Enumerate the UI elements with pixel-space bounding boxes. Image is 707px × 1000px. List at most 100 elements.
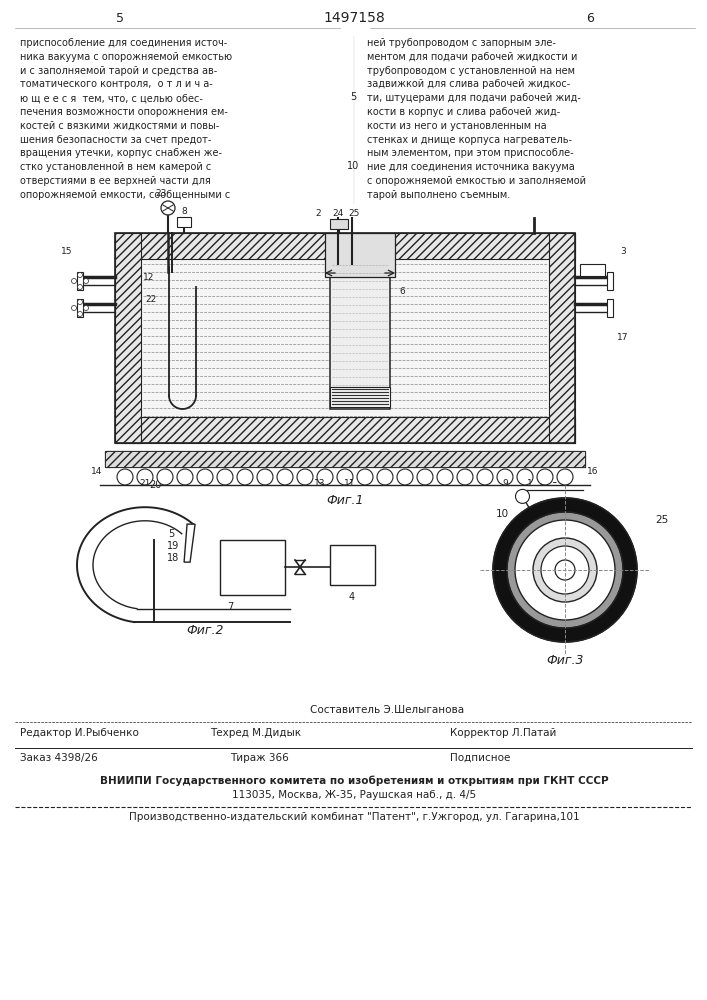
Circle shape [78,272,83,277]
Bar [330,387,390,407]
Text: 6: 6 [586,11,594,24]
Text: Тираж 366: Тираж 366 [230,753,288,763]
Text: 16: 16 [588,466,599,476]
Text: 25: 25 [349,209,360,218]
Text: ↓: ↓ [385,275,391,281]
Circle shape [477,469,493,485]
Circle shape [437,469,453,485]
Text: ней трубопроводом с запорным эле-: ней трубопроводом с запорным эле- [367,38,556,48]
Circle shape [337,469,353,485]
Text: вращения утечки, корпус снабжен же-: вращения утечки, корпус снабжен же- [20,148,222,158]
Text: 10: 10 [347,161,359,171]
Circle shape [515,520,615,620]
Text: 5: 5 [116,11,124,24]
Text: 17: 17 [617,334,629,342]
Circle shape [417,469,433,485]
Text: ю щ е е с я  тем, что, с целью обес-: ю щ е е с я тем, что, с целью обес- [20,93,203,103]
Bar [115,233,575,443]
Text: 24: 24 [332,209,344,218]
Bar [607,272,613,290]
Text: 15: 15 [62,246,73,255]
Text: 8: 8 [181,207,187,216]
Bar [115,233,575,259]
Text: 6: 6 [399,286,405,296]
Bar [105,451,585,467]
Text: Фиг.1: Фиг.1 [326,494,363,508]
Text: Редактор И.Рыбченко: Редактор И.Рыбченко [20,728,139,738]
Text: шения безопасности за счет предот-: шения безопасности за счет предот- [20,135,211,145]
Circle shape [177,469,193,485]
Circle shape [557,469,573,485]
Text: 19: 19 [167,541,179,551]
Text: 20: 20 [148,480,161,490]
Bar [330,545,375,585]
Text: и с заполняемой тарой и средства ав-: и с заполняемой тарой и средства ав- [20,66,217,76]
Text: кости из него и установленным на: кости из него и установленным на [367,121,547,131]
Circle shape [83,306,88,310]
Circle shape [117,469,133,485]
Text: кости в корпус и слива рабочей жид-: кости в корпус и слива рабочей жид- [367,107,560,117]
Circle shape [517,469,533,485]
Text: А: А [385,256,391,265]
Text: печения возможности опорожнения ем-: печения возможности опорожнения ем- [20,107,228,117]
Circle shape [157,469,173,485]
Circle shape [197,469,213,485]
Bar [549,233,575,443]
Text: 7: 7 [227,602,233,612]
Text: 5: 5 [168,529,174,539]
Text: Фиг.3: Фиг.3 [547,654,584,666]
Circle shape [237,469,253,485]
Text: 5: 5 [350,92,356,102]
Text: ти, штуцерами для подачи рабочей жид-: ти, штуцерами для подачи рабочей жид- [367,93,581,103]
Text: 9: 9 [502,479,508,488]
Bar [330,219,348,229]
Wedge shape [497,590,545,638]
Bar [177,217,191,227]
Text: трубопроводом с установленной на нем: трубопроводом с установленной на нем [367,66,575,76]
Polygon shape [184,524,195,562]
Text: Производственно-издательский комбинат "Патент", г.Ужгород, ул. Гагарина,101: Производственно-издательский комбинат "П… [129,812,579,822]
Text: стко установленной в нем камерой с: стко установленной в нем камерой с [20,162,211,172]
Text: тарой выполнено съемным.: тарой выполнено съемным. [367,190,510,200]
Bar [607,299,613,317]
Text: 25: 25 [655,515,668,525]
Text: 1497158: 1497158 [323,11,385,25]
Circle shape [555,560,575,580]
Bar [115,233,141,443]
Bar [580,264,605,276]
Text: 10: 10 [496,509,509,519]
Text: ным элементом, при этом приспособле-: ным элементом, при этом приспособле- [367,148,573,158]
Bar [105,451,585,467]
Text: опорожняемой емкости, сообщенными с: опорожняемой емкости, сообщенными с [20,190,230,200]
Circle shape [457,469,473,485]
Text: стенках и днище корпуса нагреватель-: стенках и днище корпуса нагреватель- [367,135,572,145]
Text: ментом для подачи рабочей жидкости и: ментом для подачи рабочей жидкости и [367,52,578,62]
Text: Фиг.2: Фиг.2 [186,624,223,637]
Circle shape [533,538,597,602]
Text: 3: 3 [620,246,626,255]
Bar [115,417,575,443]
Text: ↓: ↓ [329,275,335,281]
Text: отверстиями в ее верхней части для: отверстиями в ее верхней части для [20,176,211,186]
Circle shape [515,489,530,503]
Bar [77,299,83,317]
Wedge shape [585,502,633,550]
Text: 2: 2 [315,209,321,218]
Text: 14: 14 [91,466,103,476]
Bar [330,261,390,409]
Text: 1: 1 [527,479,533,488]
Text: ВНИИПИ Государственного комитета по изобретениям и открытиям при ГКНТ СССР: ВНИИПИ Государственного комитета по изоб… [100,776,608,786]
Circle shape [357,469,373,485]
Text: ника вакуума с опорожняемой емкостью: ника вакуума с опорожняемой емкостью [20,52,232,62]
Circle shape [297,469,313,485]
Text: А - А: А - А [540,476,570,488]
Wedge shape [585,590,633,638]
Text: 18: 18 [167,553,179,563]
Bar [220,540,285,595]
Circle shape [71,278,76,284]
Circle shape [78,284,83,290]
Text: 12: 12 [144,272,155,282]
Text: 4: 4 [349,592,355,602]
Circle shape [71,306,76,310]
Circle shape [78,300,83,304]
